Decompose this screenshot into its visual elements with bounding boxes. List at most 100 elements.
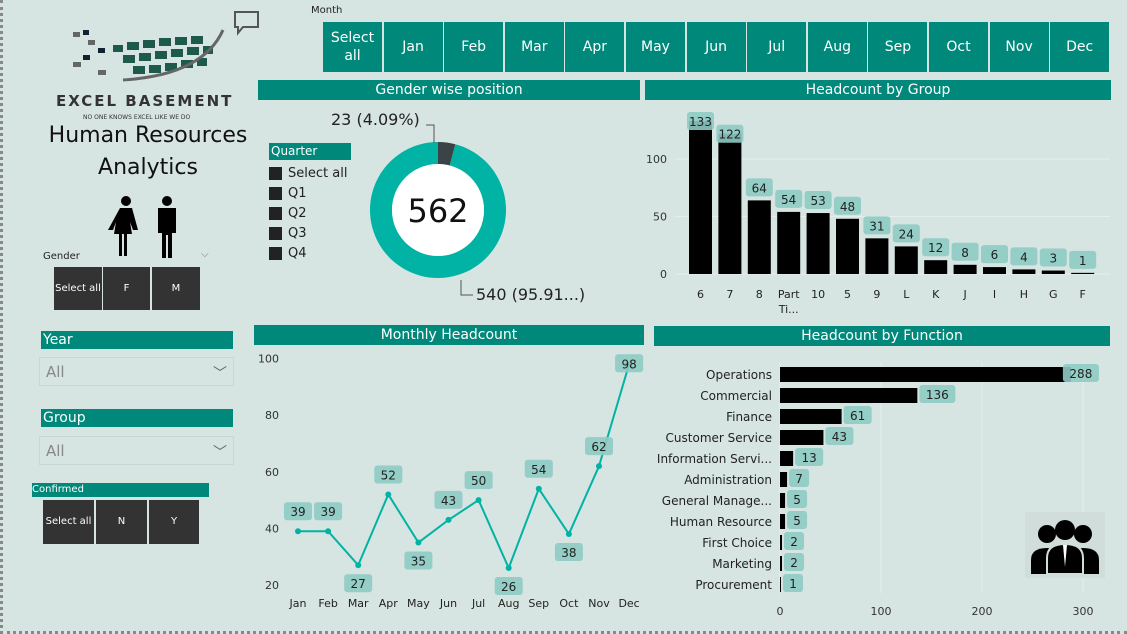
data-label: 61: [850, 409, 865, 423]
month-button-oct[interactable]: Oct: [929, 22, 989, 72]
data-label: 39: [290, 505, 305, 519]
data-label: 8: [961, 246, 969, 260]
logo-tagline: NO ONE KNOWS EXCEL LIKE WE DO: [83, 114, 191, 121]
data-label: 43: [832, 430, 847, 444]
x-tick-label: Ti...: [778, 303, 799, 316]
data-point: [475, 497, 482, 504]
x-tick-label: F: [1080, 288, 1086, 301]
legend-label: Q1: [288, 186, 307, 201]
data-point: [325, 528, 332, 535]
x-tick-label: 6: [697, 288, 704, 301]
comment-icon[interactable]: [233, 10, 261, 36]
month-button-mar[interactable]: Mar: [504, 22, 565, 72]
legend-label: Q4: [288, 246, 307, 261]
y-tick-label: 0: [660, 268, 667, 281]
data-label: 24: [899, 227, 914, 241]
month-button-feb[interactable]: Feb: [444, 22, 505, 72]
bar-first-choice: [780, 535, 783, 550]
quarter-q4[interactable]: Q4: [269, 246, 307, 261]
y-tick-label: Finance: [726, 410, 772, 424]
month-slicer-label: Month: [311, 5, 343, 16]
data-label-bg: [554, 543, 583, 562]
quarter-q1[interactable]: Q1: [269, 186, 307, 201]
x-tick-label: Dec: [618, 597, 639, 610]
bar-information-servi-: [780, 451, 794, 466]
gender-select-all-button[interactable]: Select all: [54, 267, 102, 310]
month-button-aug[interactable]: Aug: [807, 22, 868, 72]
data-label-bg: [783, 574, 804, 592]
month-button-nov[interactable]: Nov: [989, 22, 1050, 72]
bar-marketing: [780, 556, 783, 571]
gender-f-button[interactable]: F: [103, 267, 150, 310]
data-label-bg: [585, 437, 613, 456]
month-button-apr[interactable]: Apr: [565, 22, 626, 72]
data-label-bg: [1039, 248, 1067, 267]
confirmed-select-all-button[interactable]: Select all: [43, 500, 94, 544]
data-label-bg: [892, 224, 920, 243]
swatch: [269, 167, 282, 180]
year-dropdown[interactable]: All ﹀: [39, 357, 234, 386]
confirmed-slicer-label: Confirmed: [32, 483, 209, 497]
x-tick-label: H: [1020, 288, 1028, 301]
people-group-icon: [1025, 512, 1105, 578]
data-label-bg: [951, 242, 979, 261]
month-button-sep[interactable]: Sep: [868, 22, 929, 72]
data-label-bg: [1010, 247, 1038, 266]
data-label-bg: [784, 532, 805, 550]
data-label: 26: [501, 580, 516, 594]
data-label: 62: [591, 440, 606, 454]
swatch: [269, 227, 282, 240]
x-tick-label: Nov: [588, 597, 610, 610]
bar-I: [983, 267, 1006, 274]
quarter-q2[interactable]: Q2: [269, 206, 307, 221]
month-button-may[interactable]: May: [626, 22, 686, 72]
bar-6: [689, 121, 712, 274]
data-label-bg: [919, 385, 956, 403]
x-tick-label: 100: [871, 605, 892, 618]
x-tick-label: 10: [811, 288, 825, 301]
data-label-bg: [834, 196, 861, 215]
data-label: 52: [381, 468, 396, 482]
chevron-down-icon[interactable]: ⌵: [201, 249, 209, 260]
excel-basement-logo: EXCEL BASEMENT NO ONE KNOWS EXCEL LIKE W…: [53, 20, 233, 121]
group-bar-chart: 0501001336122764854PartTi...531048531924…: [646, 112, 1110, 316]
data-point: [596, 463, 602, 470]
confirmed-n-button[interactable]: N: [96, 500, 147, 544]
y-tick-label: 80: [265, 409, 279, 422]
data-label: 133: [689, 115, 712, 129]
gender-m-button[interactable]: M: [152, 267, 200, 310]
page-title: Human Resources Analytics: [33, 120, 263, 184]
data-label-bg: [863, 216, 891, 235]
data-label: 5: [793, 514, 801, 528]
group-dropdown[interactable]: All ﹀: [39, 436, 234, 465]
function-bar-chart: 0 100 200 300 Operations 288 Commercial 136 Fina…: [657, 363, 1099, 618]
quarter-select-all[interactable]: Select all: [269, 166, 347, 181]
donut-hole: [392, 164, 484, 256]
data-point: [415, 539, 422, 546]
month-button-jul[interactable]: Jul: [747, 22, 808, 72]
data-label-bg: [787, 490, 808, 508]
data-label-bg: [1062, 364, 1099, 382]
x-tick-label: 5: [844, 288, 851, 301]
year-dropdown-label: Year: [41, 331, 233, 349]
month-button-dec[interactable]: Dec: [1050, 22, 1111, 72]
data-label: 4: [1020, 250, 1028, 264]
data-label-bg: [524, 459, 553, 478]
x-tick-label: Aug: [498, 597, 519, 610]
group-dropdown-label: Group: [41, 409, 233, 427]
data-label: 53: [810, 194, 825, 208]
bar-L: [894, 246, 918, 274]
bar-Part Ti...: [777, 211, 801, 274]
month-button-jun[interactable]: Jun: [686, 22, 747, 72]
data-point: [505, 565, 512, 572]
x-tick-label: 0: [777, 605, 784, 618]
data-point: [295, 528, 301, 535]
data-label: 3: [1049, 252, 1057, 266]
data-label-bg: [825, 427, 854, 445]
month-button-select-all[interactable]: Select all: [323, 22, 383, 72]
month-button-jan[interactable]: Jan: [383, 22, 444, 72]
quarter-q3[interactable]: Q3: [269, 226, 307, 241]
confirmed-y-button[interactable]: Y: [149, 500, 199, 544]
bar-9: [865, 238, 889, 274]
x-tick-label: 9: [873, 288, 880, 301]
